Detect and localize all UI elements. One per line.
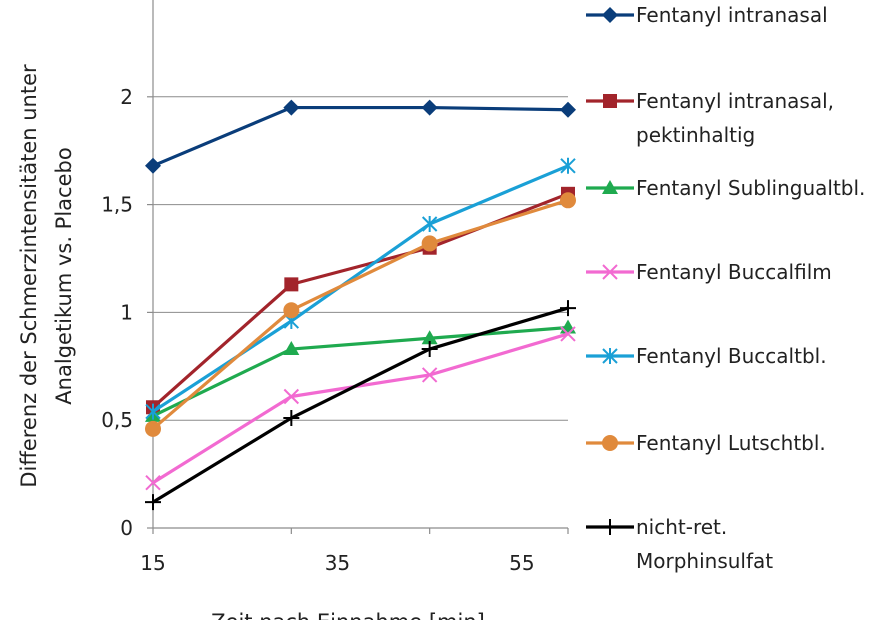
legend-item-4: Fentanyl Buccaltbl. (586, 344, 827, 368)
data-point (145, 475, 161, 491)
legend: Fentanyl intranasal Fentanyl intranasal, p… (586, 3, 865, 573)
data-point (145, 157, 161, 174)
data-point (560, 326, 576, 342)
data-point (421, 99, 438, 116)
data-point (421, 330, 438, 345)
y-tick-label: 2 (120, 85, 133, 109)
data-point (283, 388, 300, 405)
data-point (421, 235, 438, 252)
legend-label: Fentanyl Buccaltbl. (636, 344, 827, 368)
legend-marker (602, 180, 618, 194)
y-tick-label: 1 (120, 300, 133, 324)
legend-label: nicht-ret. (636, 515, 727, 539)
series-line (152, 332, 569, 485)
data-point (283, 341, 300, 356)
y-tick-label: 0,5 (101, 408, 133, 432)
data-point (560, 192, 576, 209)
legend-item-1: Fentanyl intranasal, pektinhaltig (586, 89, 834, 147)
data-point (560, 101, 576, 118)
legend-marker (603, 94, 617, 108)
y-tick-labels: 0 0,5 1 1,5 2 (101, 85, 133, 540)
legend-label: Fentanyl intranasal, (636, 89, 834, 113)
legend-item-0: Fentanyl intranasal (586, 3, 828, 27)
legend-label: Fentanyl intranasal (636, 3, 828, 27)
series-2 (145, 319, 576, 422)
series-6 (145, 300, 576, 511)
y-axis-title-line: Differenz der Schmerzintensitäten unter (17, 64, 41, 488)
x-axis-title: Zeit nach Einnahme [min] (211, 610, 485, 620)
data-point (560, 300, 576, 317)
series-line (152, 105, 569, 168)
series-line (152, 325, 569, 418)
data-point (560, 157, 576, 174)
series-group (145, 99, 576, 511)
legend-marker (602, 519, 618, 535)
series-0 (145, 99, 576, 174)
legend-marker (602, 264, 618, 280)
series-line (152, 164, 569, 413)
legend-label: Fentanyl Sublingualtbl. (636, 176, 865, 200)
x-tick-labels: 15 35 55 (140, 551, 534, 575)
data-point (283, 99, 300, 116)
data-point (284, 277, 299, 292)
x-tick-label: 15 (140, 551, 165, 575)
series-line (151, 198, 569, 431)
legend-marker (602, 435, 618, 451)
legend-marker (602, 348, 618, 364)
legend-item-3: Fentanyl Buccalfilm (586, 260, 832, 284)
y-axis-title-line: Analgetikum vs. Placebo (52, 147, 76, 404)
legend-label: pektinhaltig (636, 123, 755, 147)
data-point (145, 494, 161, 511)
x-tick-label: 35 (325, 551, 350, 575)
legend-item-5: Fentanyl Lutschtbl. (586, 431, 826, 455)
legend-label: Fentanyl Lutschtbl. (636, 431, 826, 455)
legend-label: Fentanyl Buccalfilm (636, 260, 832, 284)
legend-marker (602, 7, 618, 23)
y-tick-label: 0 (120, 516, 133, 540)
legend-item-6: nicht-ret. Morphinsulfat (586, 515, 773, 573)
data-point (283, 410, 300, 427)
data-point (421, 367, 438, 383)
x-tick-label: 55 (509, 551, 534, 575)
y-axis-title: Differenz der Schmerzintensitäten unter A… (17, 64, 76, 488)
data-point (283, 302, 300, 319)
legend-label: Morphinsulfat (636, 549, 773, 573)
data-point (421, 341, 438, 358)
series-line (152, 306, 569, 504)
series-5 (145, 192, 576, 437)
legend-item-2: Fentanyl Sublingualtbl. (586, 176, 865, 200)
data-point (145, 403, 161, 420)
gridlines (153, 96, 568, 421)
series-3 (145, 326, 576, 491)
axis-titles: Differenz der Schmerzintensitäten unter A… (17, 64, 485, 620)
data-point (145, 420, 161, 437)
y-tick-label: 1,5 (101, 193, 133, 217)
data-point (421, 216, 438, 233)
